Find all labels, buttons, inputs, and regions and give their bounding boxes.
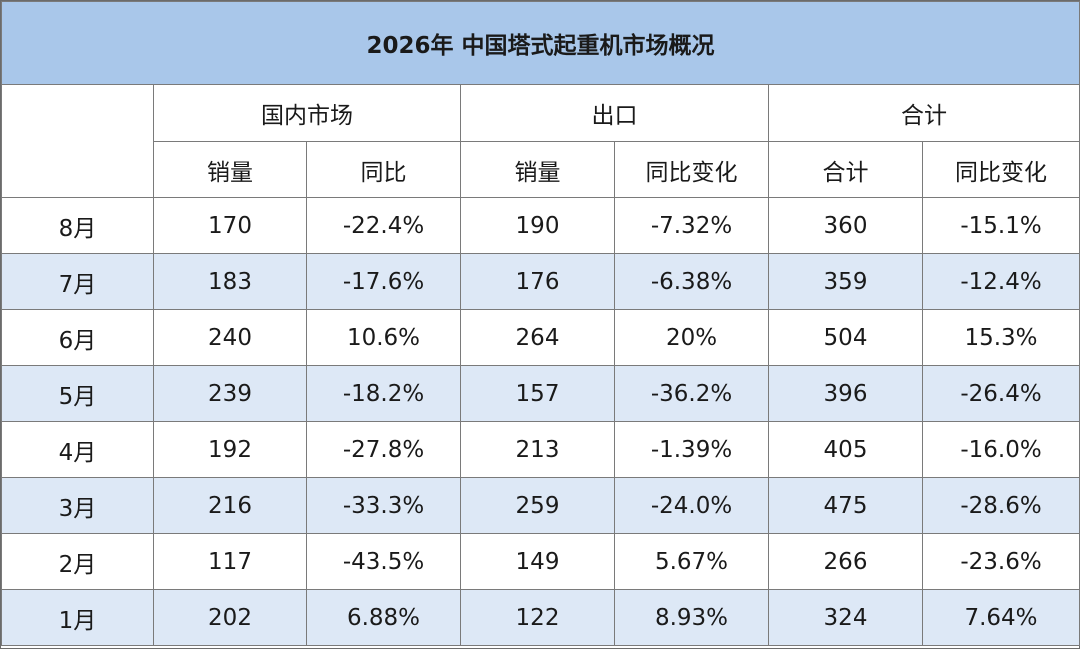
table-row: 6月 240 10.6% 264 20% 504 15.3% — [1, 309, 1080, 366]
total-yoy-cell: -12.4% — [921, 253, 1080, 310]
domestic-sales-cell: 216 — [153, 477, 307, 534]
table-row: 5月 239 -18.2% 157 -36.2% 396 -26.4% — [1, 365, 1080, 422]
month-cell: 2月 — [1, 533, 154, 590]
export-sales-cell: 259 — [460, 477, 615, 534]
table-row: 4月 192 -27.8% 213 -1.39% 405 -16.0% — [1, 421, 1080, 478]
export-yoy-cell: 8.93% — [614, 589, 769, 646]
domestic-yoy-cell: -17.6% — [306, 253, 461, 310]
total-yoy-cell: -15.1% — [921, 197, 1080, 254]
total-cell: 359 — [768, 253, 923, 310]
subheader-export-yoy: 同比变化 — [614, 141, 769, 198]
table-row: 3月 216 -33.3% 259 -24.0% 475 -28.6% — [1, 477, 1080, 534]
domestic-yoy-cell: -18.2% — [306, 365, 461, 422]
total-yoy-cell: 7.64% — [921, 589, 1080, 646]
month-cell: 4月 — [1, 421, 154, 478]
export-sales-cell: 213 — [460, 421, 615, 478]
domestic-sales-cell: 202 — [153, 589, 307, 646]
total-cell: 324 — [768, 589, 923, 646]
table-row: 1月 202 6.88% 122 8.93% 324 7.64% — [1, 589, 1080, 646]
export-yoy-cell: 5.67% — [614, 533, 769, 590]
table-title: 2026年 中国塔式起重机市场概况 — [0, 1, 1080, 85]
total-yoy-cell: -28.6% — [921, 477, 1080, 534]
group-header-domestic: 国内市场 — [153, 84, 461, 142]
export-yoy-cell: 20% — [614, 309, 769, 366]
month-cell: 5月 — [1, 365, 154, 422]
domestic-sales-cell: 240 — [153, 309, 307, 366]
domestic-sales-cell: 192 — [153, 421, 307, 478]
domestic-yoy-cell: -22.4% — [306, 197, 461, 254]
total-cell: 405 — [768, 421, 923, 478]
domestic-sales-cell: 183 — [153, 253, 307, 310]
month-header-cell — [1, 84, 154, 198]
domestic-yoy-cell: 6.88% — [306, 589, 461, 646]
domestic-yoy-cell: 10.6% — [306, 309, 461, 366]
table-row: 8月 170 -22.4% 190 -7.32% 360 -15.1% — [1, 197, 1080, 254]
table-row: 7月 183 -17.6% 176 -6.38% 359 -12.4% — [1, 253, 1080, 310]
total-cell: 504 — [768, 309, 923, 366]
total-yoy-cell: -23.6% — [921, 533, 1080, 590]
subheader-total-sum: 合计 — [768, 141, 923, 198]
total-yoy-cell: -16.0% — [921, 421, 1080, 478]
export-sales-cell: 122 — [460, 589, 615, 646]
month-cell: 6月 — [1, 309, 154, 366]
domestic-sales-cell: 170 — [153, 197, 307, 254]
export-yoy-cell: -36.2% — [614, 365, 769, 422]
total-yoy-cell: 15.3% — [921, 309, 1080, 366]
table-row: 2月 117 -43.5% 149 5.67% 266 -23.6% — [1, 533, 1080, 590]
export-sales-cell: 190 — [460, 197, 615, 254]
month-cell: 8月 — [1, 197, 154, 254]
domestic-yoy-cell: -33.3% — [306, 477, 461, 534]
subheader-total-yoy: 同比变化 — [921, 141, 1080, 198]
export-sales-cell: 176 — [460, 253, 615, 310]
export-yoy-cell: -7.32% — [614, 197, 769, 254]
month-cell: 7月 — [1, 253, 154, 310]
domestic-yoy-cell: -27.8% — [306, 421, 461, 478]
export-yoy-cell: -1.39% — [614, 421, 769, 478]
subheader-domestic-yoy: 同比 — [306, 141, 461, 198]
group-header-total: 合计 — [767, 84, 1080, 142]
export-yoy-cell: -24.0% — [614, 477, 769, 534]
export-sales-cell: 149 — [460, 533, 615, 590]
total-cell: 360 — [768, 197, 923, 254]
subheader-domestic-sales: 销量 — [153, 141, 307, 198]
export-sales-cell: 157 — [460, 365, 615, 422]
subheader-export-sales: 销量 — [460, 141, 615, 198]
month-cell: 1月 — [1, 589, 154, 646]
export-yoy-cell: -6.38% — [614, 253, 769, 310]
group-header-export: 出口 — [460, 84, 769, 142]
total-cell: 266 — [768, 533, 923, 590]
month-cell: 3月 — [1, 477, 154, 534]
total-cell: 396 — [768, 365, 923, 422]
export-sales-cell: 264 — [460, 309, 615, 366]
total-cell: 475 — [768, 477, 923, 534]
domestic-yoy-cell: -43.5% — [306, 533, 461, 590]
domestic-sales-cell: 239 — [153, 365, 307, 422]
total-yoy-cell: -26.4% — [921, 365, 1080, 422]
domestic-sales-cell: 117 — [153, 533, 307, 590]
